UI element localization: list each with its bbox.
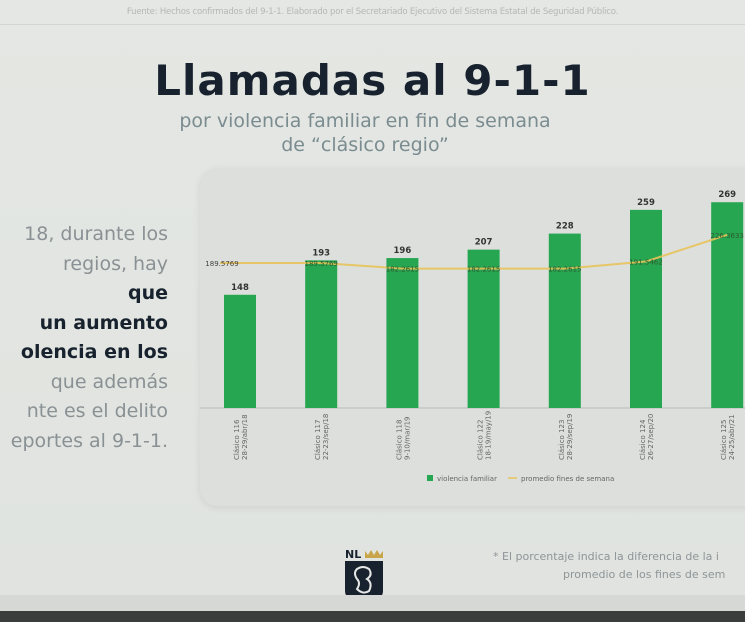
bar: [711, 202, 744, 408]
body-line-bold: esque: [0, 279, 168, 309]
line-data-label: 182.2615: [548, 266, 581, 274]
body-line: nte es el delito: [26, 400, 168, 422]
legend-swatch-bar: [427, 475, 433, 481]
body-line: regios, hay: [63, 252, 168, 275]
line-data-label: 226.3633: [710, 232, 743, 240]
bar-data-label: 193: [312, 248, 330, 258]
nl-logo: NL: [343, 547, 385, 607]
svg-text:NL: NL: [345, 548, 361, 561]
bar-data-label: 207: [475, 238, 493, 248]
line-data-label: 191.5462: [629, 258, 662, 266]
legend-label: violencia familiar: [437, 475, 497, 483]
x-tick-label: Clásico 12328-29/sep/19: [558, 414, 574, 460]
x-tick-label: Clásico 12426-27/sep/20: [639, 414, 655, 460]
line-data-label: 189.5769: [205, 260, 238, 268]
footnote-line-1: * El porcentaje indica la diferencia de …: [493, 550, 719, 563]
bar-data-label: 228: [556, 222, 574, 232]
body-line: 18, durante los: [24, 223, 168, 245]
body-line: eportes al 9-1-1.: [10, 429, 168, 452]
body-text: 18, durante los regios, hay esque un aum…: [0, 220, 168, 456]
source-note: Fuente: Hechos confirmados del 9-1-1. El…: [126, 7, 619, 17]
line-data-label: 189.5769: [304, 260, 337, 268]
slide-bottom-shade: [0, 595, 745, 611]
x-tick-label: Clásico 11722-23/sep/18: [314, 414, 330, 460]
legend-label: promedio fines de semana: [521, 475, 614, 483]
x-tick-label: Clásico 1189-10/mar/19: [395, 417, 411, 461]
page-title: Llamadas al 9-1-1: [154, 56, 591, 105]
bar-data-label: 148: [231, 283, 249, 293]
body-line-bold: olencia en los: [20, 341, 168, 363]
slide: Fuente: Hechos confirmados del 9-1-1. El…: [0, 0, 745, 605]
body-word: que: [127, 282, 168, 304]
average-line: [220, 233, 728, 270]
line-data-label: 182.2615: [386, 266, 419, 274]
bar: [224, 294, 256, 408]
x-tick-label: Clásico 11628-29/abr/18: [233, 414, 249, 460]
bar: [305, 260, 338, 408]
bar-data-label: 196: [394, 246, 412, 256]
body-line: que además: [50, 370, 168, 393]
x-tick-label: Clásico 12524-25/abr/21: [720, 414, 736, 460]
body-line-bold: un aumento: [39, 311, 168, 334]
bar: [548, 233, 581, 408]
bar-data-label: 259: [637, 198, 655, 208]
bottom-bar: [0, 611, 745, 622]
line-data-label: 182.2615: [467, 266, 500, 274]
x-tick-label: Clásico 12218-19/may/19: [477, 411, 493, 460]
divider: [0, 24, 745, 25]
footnote-line-2: promedio de los fines de sem: [563, 568, 726, 581]
bar: [386, 258, 419, 408]
bar-data-label: 269: [718, 190, 736, 200]
bar: [630, 209, 662, 408]
shield-icon: NL: [345, 548, 383, 605]
subtitle-line-2: de “clásico regio”: [281, 134, 449, 156]
bar: [467, 249, 500, 408]
subtitle-line-1: por violencia familiar en fin de semana: [179, 110, 551, 132]
